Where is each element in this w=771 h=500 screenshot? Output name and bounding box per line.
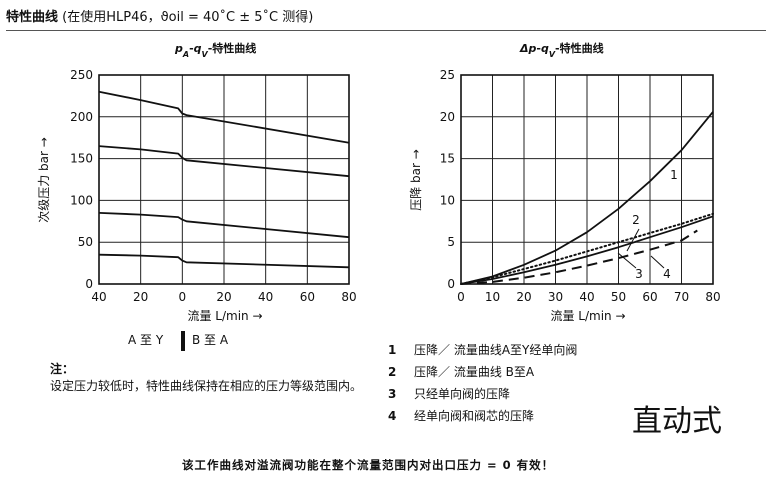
note-body: 设定压力较低时，特性曲线保持在相应的压力等级范围内。 bbox=[50, 379, 363, 393]
x-tick-label: 20 bbox=[216, 290, 231, 304]
legend-text: 压降／ 流量曲线A至Y经单向阀 bbox=[414, 343, 578, 357]
x-tick-label: 40 bbox=[579, 290, 594, 304]
y-tick-label: 0 bbox=[447, 277, 455, 291]
series-line-1 bbox=[460, 111, 714, 285]
legend-text: 经单向阀和阀芯的压降 bbox=[414, 409, 535, 423]
y-tick-label: 20 bbox=[440, 110, 455, 124]
callout-leader bbox=[626, 228, 640, 252]
x-tick-label: 40 bbox=[258, 290, 273, 304]
y-tick-label: 250 bbox=[70, 68, 93, 82]
legend-item-4: 4 经单向阀和阀芯的压降 bbox=[388, 407, 534, 424]
x-tick-label: 0 bbox=[179, 290, 187, 304]
y-tick-label: 10 bbox=[440, 193, 455, 207]
series-callout-label: 2 bbox=[632, 213, 640, 227]
header-condition: (在使用HLP46，ϑoil = 40˚C ± 5˚C 测得) bbox=[62, 10, 314, 25]
series-callout-label: 4 bbox=[663, 267, 671, 281]
x-tick-label: 0 bbox=[457, 290, 465, 304]
y-tick-label: 150 bbox=[70, 152, 93, 166]
legend-number: 4 bbox=[388, 409, 397, 423]
note-title: 注： bbox=[50, 362, 75, 376]
legend-item-3: 3 只经单向阀的压降 bbox=[388, 385, 510, 402]
direction-label-left: A 至 Y bbox=[128, 333, 164, 347]
series-callout-label: 1 bbox=[670, 168, 678, 182]
validity-footnote: 该工作曲线对溢流阀功能在整个流量范围内对出口压力 = 0 有效！ bbox=[182, 458, 555, 472]
x-tick-label: 20 bbox=[516, 290, 531, 304]
chart-title: pA-qV-特性曲线 bbox=[174, 41, 256, 59]
header-rule bbox=[6, 30, 766, 31]
series-line-3 bbox=[98, 212, 350, 239]
legend-number: 1 bbox=[388, 343, 397, 357]
callout-leader bbox=[617, 252, 637, 269]
series-line-3 bbox=[460, 215, 714, 285]
x-tick-label: 60 bbox=[300, 290, 315, 304]
legend-item-2: 2 压降／ 流量曲线 B至A bbox=[388, 363, 534, 380]
operation-mode-label: 直动式 bbox=[632, 404, 722, 439]
legend-text: 只经单向阀的压降 bbox=[414, 387, 511, 401]
header-label: 特性曲线 bbox=[6, 10, 59, 25]
series-line-1 bbox=[98, 90, 350, 144]
x-tick-label: 60 bbox=[642, 290, 657, 304]
direction-divider bbox=[181, 331, 185, 351]
x-axis-label: 流量 L/min → bbox=[187, 309, 262, 323]
x-tick-label: 70 bbox=[674, 290, 689, 304]
x-axis-label: 流量 L/min → bbox=[550, 309, 625, 323]
chart-title: Δp-qV-特性曲线 bbox=[519, 41, 604, 59]
series-line-2 bbox=[460, 212, 714, 285]
x-tick-label: 80 bbox=[705, 290, 720, 304]
x-tick-label: 80 bbox=[341, 290, 356, 304]
chart-header: 特性曲线 (在使用HLP46，ϑoil = 40˚C ± 5˚C 测得) bbox=[6, 6, 313, 25]
y-tick-label: 100 bbox=[70, 193, 93, 207]
legend-number: 2 bbox=[388, 365, 397, 379]
y-axis-label: 压降 bar → bbox=[409, 149, 423, 211]
series-line-2 bbox=[98, 145, 350, 178]
series-line-4 bbox=[98, 253, 350, 269]
y-tick-label: 50 bbox=[78, 235, 93, 249]
plot-frame bbox=[460, 74, 714, 285]
y-tick-label: 0 bbox=[85, 277, 93, 291]
legend-item-1: 1 压降／ 流量曲线A至Y经单向阀 bbox=[388, 341, 577, 358]
y-tick-label: 200 bbox=[70, 110, 93, 124]
callout-leader bbox=[650, 255, 665, 269]
direction-label-right: B 至 A bbox=[192, 333, 229, 347]
y-tick-label: 25 bbox=[440, 68, 455, 82]
series-callout-label: 3 bbox=[635, 267, 643, 281]
x-tick-label: 10 bbox=[485, 290, 500, 304]
y-tick-label: 5 bbox=[447, 235, 455, 249]
legend-text: 压降／ 流量曲线 B至A bbox=[414, 365, 535, 379]
x-tick-label: 20 bbox=[133, 290, 148, 304]
plot-frame bbox=[98, 74, 350, 285]
series-line-4 bbox=[460, 229, 698, 285]
x-tick-label: 50 bbox=[611, 290, 626, 304]
x-tick-label: 30 bbox=[548, 290, 563, 304]
x-tick-label: 40 bbox=[91, 290, 106, 304]
y-tick-label: 15 bbox=[440, 152, 455, 166]
y-axis-label: 次级压力 bar → bbox=[37, 137, 51, 223]
legend-number: 3 bbox=[388, 387, 397, 401]
